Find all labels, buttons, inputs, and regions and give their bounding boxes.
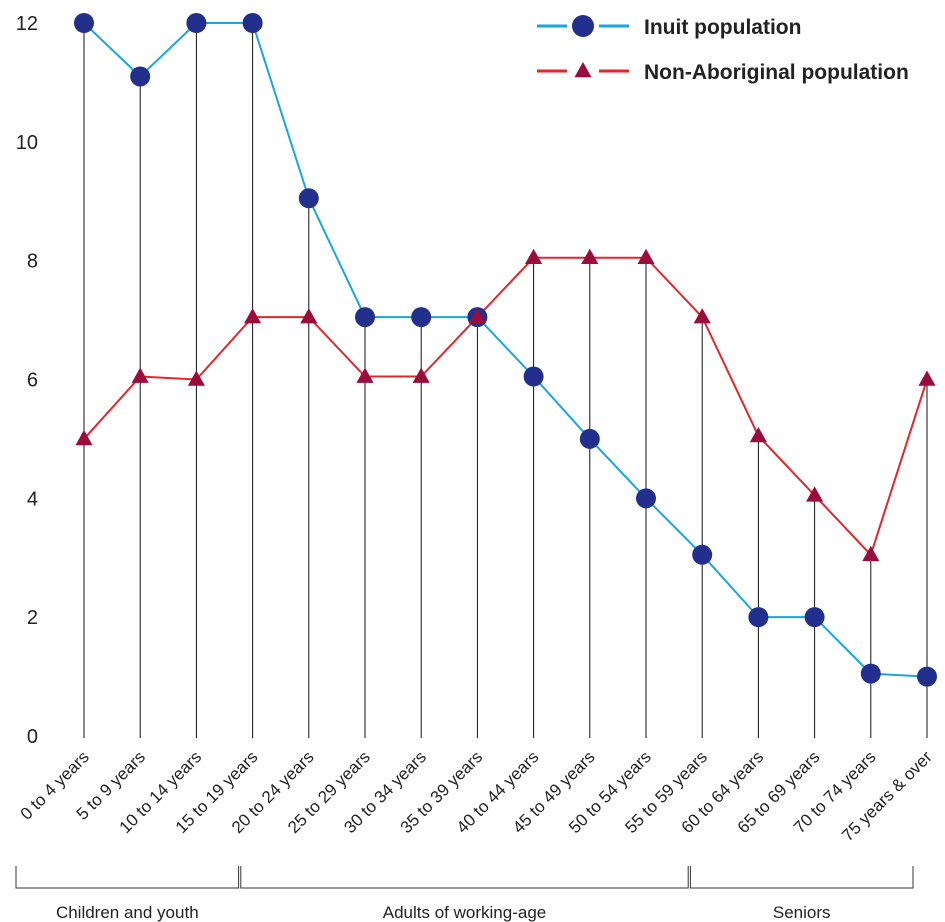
legend-triangle-marker — [574, 62, 592, 78]
y-tick-label: 10 — [16, 132, 38, 154]
y-tick-label: 8 — [27, 251, 38, 273]
triangle-marker — [581, 248, 599, 264]
series-line — [83, 256, 928, 557]
y-tick-label: 12 — [16, 13, 38, 35]
group-label: Children and youth — [56, 903, 199, 922]
circle-marker — [130, 66, 151, 87]
circle-marker — [355, 307, 375, 328]
circle-marker — [636, 488, 656, 509]
triangle-marker — [862, 545, 880, 562]
legend-label: Non-Aboriginal population — [644, 61, 909, 84]
group-label: Seniors — [773, 903, 831, 922]
triangle-marker — [300, 308, 318, 324]
circle-marker — [860, 663, 881, 684]
triangle-marker — [525, 248, 543, 264]
triangle-marker — [244, 308, 262, 324]
y-tick-label: 6 — [27, 370, 38, 392]
circle-marker — [411, 307, 432, 328]
y-tick-label: 2 — [27, 607, 38, 629]
triangle-marker — [918, 370, 936, 386]
triangle-marker — [637, 248, 655, 264]
circle-marker — [242, 13, 263, 33]
circle-marker — [523, 366, 544, 387]
circle-marker — [917, 666, 937, 687]
legend-circle-marker — [572, 15, 594, 37]
circle-marker — [186, 13, 207, 33]
y-tick-label: 4 — [27, 488, 38, 510]
group-bracket — [240, 866, 689, 889]
circle-marker — [692, 544, 713, 565]
circle-marker — [804, 607, 825, 628]
triangle-marker — [412, 367, 430, 383]
triangle-marker — [693, 308, 711, 324]
triangle-marker — [749, 426, 767, 443]
category-groups: Children and youth Adults of working-age S… — [15, 866, 914, 922]
triangle-marker — [131, 367, 149, 383]
triangle-marker — [75, 429, 93, 446]
triangle-marker — [806, 486, 824, 502]
group-bracket — [15, 866, 240, 889]
group-bracket — [689, 866, 914, 889]
circle-marker — [748, 607, 769, 628]
circle-marker — [74, 13, 94, 33]
y-tick-label: 0 — [27, 726, 38, 748]
series-lines — [83, 22, 928, 678]
triangle-marker — [356, 367, 374, 383]
triangle-marker — [468, 308, 486, 324]
y-axis-ticks: 0 2 4 6 8 10 12 — [16, 13, 38, 748]
triangle-marker — [187, 370, 205, 386]
group-label: Adults of working-age — [383, 903, 546, 922]
legend: Inuit population Non-Aboriginal populatio… — [537, 15, 909, 84]
series-markers — [74, 13, 937, 687]
series-line — [83, 22, 928, 678]
drop-lines — [83, 23, 928, 738]
legend-label: Inuit population — [644, 16, 801, 39]
circle-marker — [579, 428, 600, 449]
circle-marker — [298, 188, 319, 209]
